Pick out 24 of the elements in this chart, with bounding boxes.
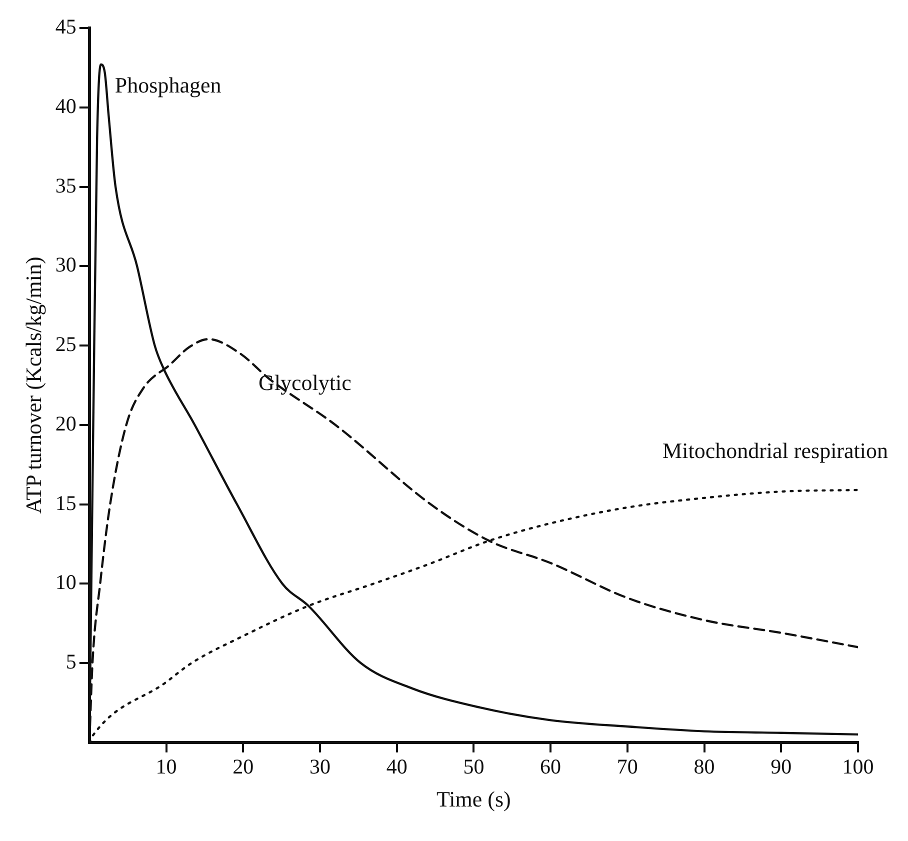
y-tick-label: 25 [55,332,76,356]
y-tick-label: 10 [55,570,76,594]
series-label: Phosphagen [114,72,222,98]
x-tick-label: 50 [463,754,484,779]
x-tick-label: 90 [770,754,792,779]
x-tick-label: 20 [232,754,254,779]
y-tick-label: 15 [55,490,76,515]
y-axis-title: ATP turnover (Kcals/kg/min) [20,256,46,514]
y-tick-label: 5 [66,650,76,674]
x-axis-title: Time (s) [436,786,511,812]
y-tick-label: 30 [55,252,76,277]
x-tick-label: 80 [694,754,715,779]
y-tick-label: 35 [55,173,76,198]
series-label: Mitochondrial respiration [662,438,888,463]
x-tick-label: 30 [309,754,330,779]
x-tick-label: 100 [842,754,874,779]
x-tick-label: 70 [616,754,638,779]
x-tick-label: 40 [386,754,408,779]
y-tick-label: 20 [55,411,76,436]
x-tick-label: 10 [156,754,177,779]
y-tick-label: 40 [55,94,76,118]
series-label: Glycolytic [258,370,352,395]
x-tick-label: 60 [540,754,562,779]
y-tick-label: 45 [55,14,76,39]
